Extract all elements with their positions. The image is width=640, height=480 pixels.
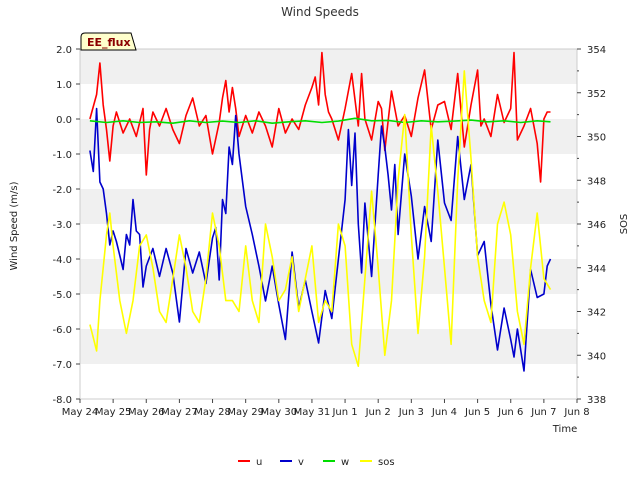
y-tick-label: -2.0 (52, 185, 72, 196)
x-tick-label: May 25 (95, 407, 132, 418)
y-tick-label: -1.0 (52, 150, 72, 161)
legend-label-w: w (341, 457, 349, 468)
y2-axis-title: SOS (619, 214, 630, 235)
series-layer (89, 51, 552, 372)
x-tick-label: Jun 6 (497, 407, 523, 418)
x-tick-label: May 31 (294, 407, 331, 418)
y2-tick-label: 350 (587, 133, 606, 144)
site-badge: EE_flux (80, 32, 137, 51)
x-tick-label: Jun 8 (563, 407, 589, 418)
legend-label-v: v (298, 457, 304, 468)
x-tick-label: May 30 (261, 407, 298, 418)
y-tick-label: -8.0 (52, 395, 72, 406)
y2-tick-label: 338 (587, 395, 606, 406)
grid-band (80, 119, 577, 154)
y-tick-label: -3.0 (52, 220, 72, 231)
y2-tick-label: 352 (587, 89, 606, 100)
series-line-w (89, 117, 551, 124)
legend-label-u: u (256, 457, 262, 468)
legend: u v w sos (238, 457, 395, 468)
series-line-u (89, 51, 551, 183)
y-axis-title: Wind Speed (m/s) (9, 181, 20, 270)
y-tick-label: -5.0 (52, 290, 72, 301)
y-tick-label: 0.0 (56, 115, 72, 126)
series-line-sos (89, 70, 552, 368)
y2-axis-ticks: 354 352 350 348 346 344 342 340 338 (577, 45, 606, 406)
y-tick-label: -6.0 (52, 325, 72, 336)
badge-shape (80, 32, 137, 51)
legend-label-sos: sos (378, 457, 395, 468)
grid-band (80, 189, 577, 224)
grid-band (80, 49, 577, 84)
y2-tick-label: 340 (587, 351, 606, 362)
x-tick-label: May 26 (128, 407, 165, 418)
x-tick-label: Jun 7 (530, 407, 556, 418)
x-tick-label: Jun 1 (331, 407, 357, 418)
x-axis-title: Time (552, 424, 577, 435)
y-tick-label: 1.0 (56, 80, 72, 91)
x-tick-label: Jun 2 (365, 407, 391, 418)
x-tick-label: Jun 4 (431, 407, 457, 418)
x-tick-label: Jun 5 (464, 407, 490, 418)
y2-tick-label: 354 (587, 45, 606, 56)
y-tick-label: -4.0 (52, 255, 72, 266)
y2-tick-label: 344 (587, 264, 606, 275)
y2-tick-label: 342 (587, 308, 606, 319)
x-tick-label: May 29 (227, 407, 264, 418)
x-tick-label: May 24 (62, 407, 99, 418)
grid-band (80, 329, 577, 364)
badge-label: EE_flux (87, 36, 131, 49)
x-tick-label: May 27 (161, 407, 198, 418)
y-tick-label: -7.0 (52, 360, 72, 371)
y2-tick-label: 346 (587, 220, 606, 231)
y-axis-ticks: 2.0 1.0 0.0 -1.0 -2.0 -3.0 -4.0 -5.0 -6.0 -7.0 -8.… (52, 45, 80, 406)
x-tick-label: Jun 3 (398, 407, 424, 418)
y-tick-label: 2.0 (56, 45, 72, 56)
y2-tick-label: 348 (587, 176, 606, 187)
x-tick-label: May 28 (194, 407, 231, 418)
chart-title: Wind Speeds (281, 5, 359, 19)
